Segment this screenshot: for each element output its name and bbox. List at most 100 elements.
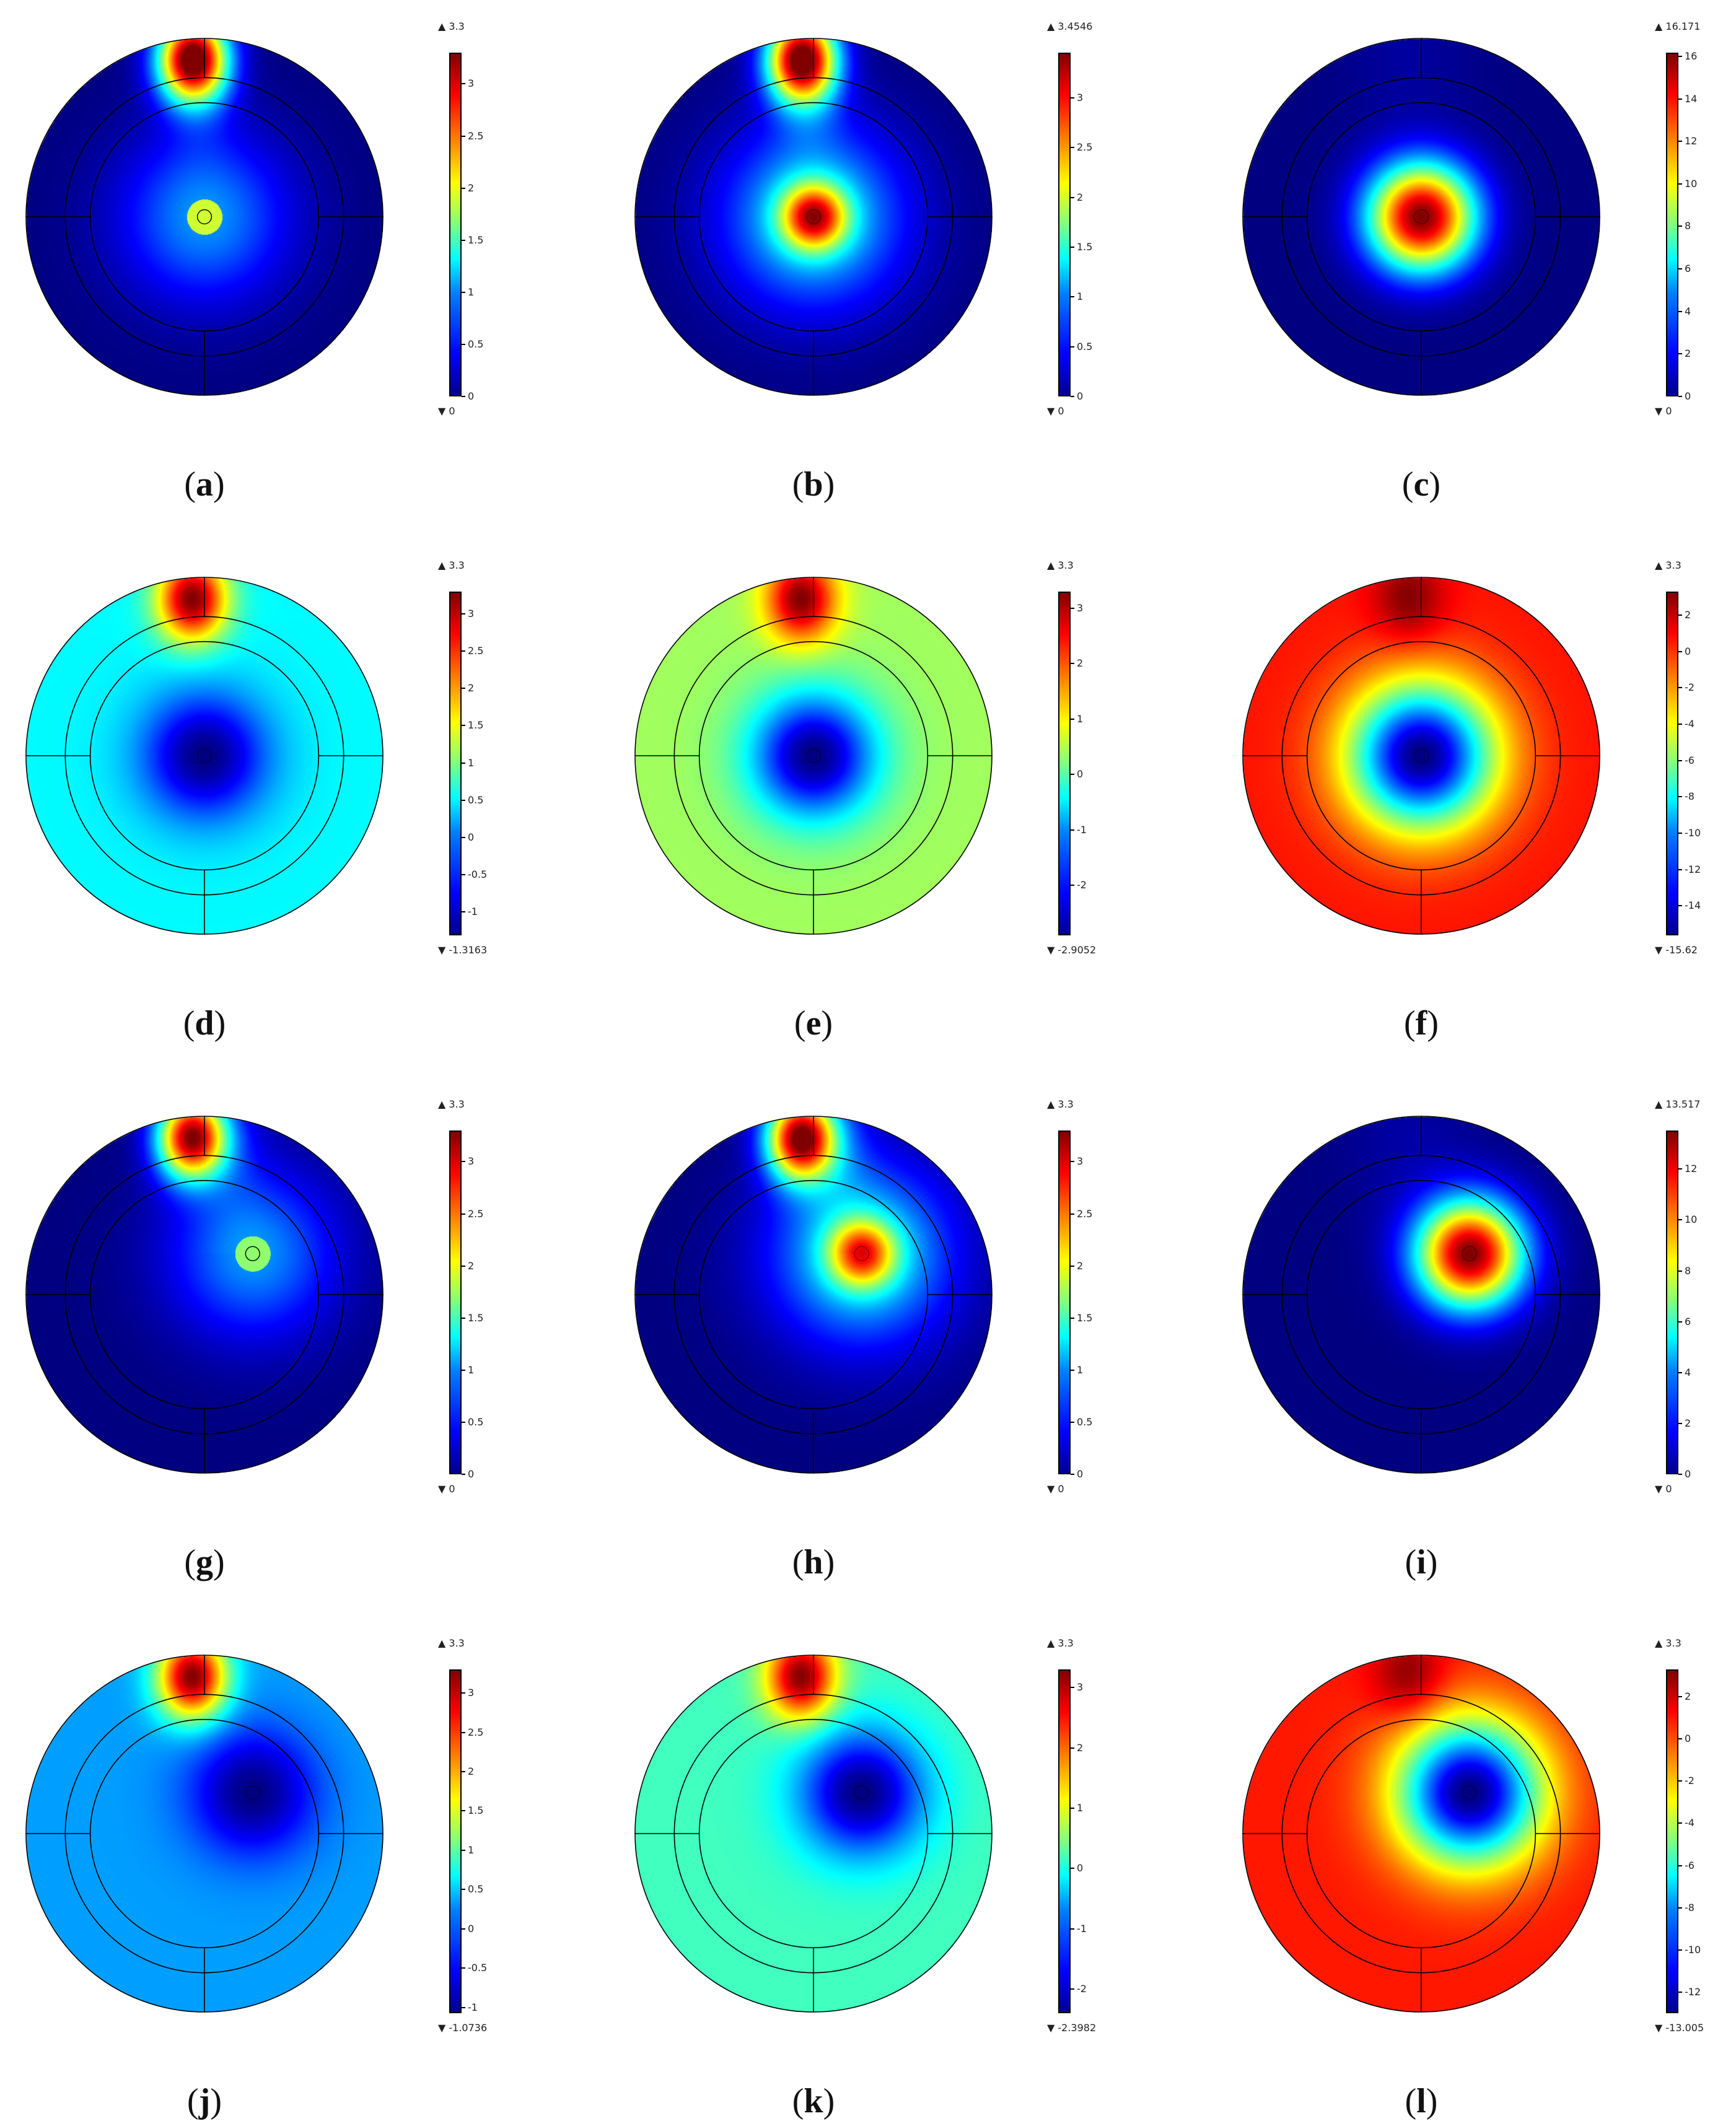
colorbar-tick-label: 1 [1077, 1802, 1083, 1814]
colorbar-tick-label: 2 [468, 182, 474, 194]
colorbar-tick-mark [1071, 1988, 1074, 1990]
colorbar-tick-mark [1678, 141, 1682, 142]
source-inclusion [1462, 1246, 1476, 1261]
colorbar-min-k: ▼ -2.3982 [1047, 2022, 1096, 2034]
colorbar-tick-label: -6 [1685, 754, 1694, 766]
colorbar-tick-mark [1071, 1370, 1074, 1371]
colorbar-tick-mark [462, 1161, 465, 1162]
panel-caption-d: (d) [142, 1004, 266, 1043]
colorbar-tick-mark [1678, 311, 1682, 312]
colorbar-tick-mark [1678, 396, 1682, 397]
colorbar-tick-mark [462, 1732, 465, 1733]
colorbar-tick-label: 0.5 [468, 1883, 483, 1895]
colorbar-tick-mark [1071, 1161, 1074, 1162]
middle-ring [1282, 1155, 1560, 1433]
colorbar-tick-label: 1.5 [468, 234, 483, 246]
source-inclusion [245, 1785, 260, 1800]
colorbar-min-e: ▼ -2.9052 [1047, 944, 1096, 956]
colorbar-tick-mark [1678, 1270, 1682, 1272]
middle-ring [65, 1155, 343, 1433]
colorbar-tick-label: -2 [1685, 681, 1694, 693]
colorbar-tick-mark [1678, 1949, 1682, 1951]
colorbar-max-j: ▲ 3.3 [438, 1637, 465, 1649]
colorbar-tick-label: -2 [1077, 879, 1087, 891]
colorbar-tick-label: 3 [1077, 1155, 1083, 1167]
colorbar-tick-mark [1678, 869, 1682, 870]
colorbar-tick-mark [462, 725, 465, 726]
colorbar-tick-label: 2 [1685, 1417, 1691, 1429]
inner-ring [90, 1181, 319, 1409]
colorbar-tick-mark [462, 1214, 465, 1215]
colorbar-tick-mark [1071, 296, 1074, 297]
colorbar-max-d: ▲ 3.3 [438, 559, 465, 571]
geometry-overlay-b [634, 37, 993, 396]
inner-ring [1307, 1181, 1536, 1409]
colorbar-j [449, 1669, 462, 2013]
colorbar-tick-label: -1 [1077, 824, 1087, 836]
middle-ring [674, 77, 952, 356]
colorbar-max-h: ▲ 3.3 [1047, 1098, 1074, 1110]
colorbar-tick-mark [462, 1474, 465, 1475]
colorbar-tick-label: 4 [1685, 1367, 1691, 1378]
panel-caption-l: (l) [1359, 2081, 1483, 2121]
colorbar-tick-label: 0 [468, 390, 474, 402]
colorbar-tick-label: 0 [1685, 1733, 1691, 1744]
colorbar-tick-mark [1071, 1214, 1074, 1215]
geometry-overlay-f [1242, 576, 1601, 935]
colorbar-tick-mark [462, 2007, 465, 2008]
colorbar-tick-mark [1071, 197, 1074, 198]
colorbar-tick-mark [1678, 1738, 1682, 1739]
colorbar-tick-label: -6 [1685, 1860, 1694, 1871]
colorbar-tick-mark [462, 240, 465, 241]
colorbar-tick-mark [1071, 1868, 1074, 1869]
colorbar-tick-label: 10 [1685, 1214, 1697, 1225]
colorbar-tick-label: 0 [1685, 1468, 1691, 1480]
colorbar-tick-label: 1.5 [468, 1804, 483, 1816]
colorbar-f [1666, 592, 1678, 935]
middle-ring [65, 1694, 343, 1972]
colorbar-tick-label: 1.5 [1077, 241, 1092, 253]
colorbar-tick-label: 0 [1685, 645, 1691, 657]
colorbar-tick-label: -14 [1685, 899, 1701, 911]
colorbar-tick-mark [1678, 268, 1682, 269]
geometry-overlay-c [1242, 37, 1601, 396]
colorbar-min-b: ▼ 0 [1047, 405, 1064, 417]
source-inclusion [198, 749, 212, 763]
colorbar-tick-mark [1678, 1168, 1682, 1170]
colorbar-tick-mark [1678, 796, 1682, 797]
colorbar-tick-label: -1 [468, 2001, 478, 2013]
colorbar-min-g: ▼ 0 [438, 1483, 455, 1495]
middle-ring [65, 616, 343, 894]
colorbar-tick-label: 0 [1077, 390, 1083, 402]
colorbar-tick-mark [1678, 724, 1682, 725]
colorbar-max-k: ▲ 3.3 [1047, 1637, 1074, 1649]
colorbar-tick-mark [1071, 663, 1074, 664]
colorbar-tick-mark [1678, 353, 1682, 354]
geometry-overlay-h [634, 1115, 993, 1474]
colorbar-tick-label: -4 [1685, 718, 1694, 730]
geometry-overlay-a [25, 37, 384, 396]
colorbar-tick-label: 1 [468, 1844, 474, 1856]
colorbar-tick-mark [462, 763, 465, 764]
inner-ring [1307, 103, 1536, 331]
colorbar-tick-label: 0 [468, 1468, 474, 1480]
inner-ring [90, 642, 319, 870]
colorbar-tick-mark [462, 1266, 465, 1267]
geometry-overlay-l [1242, 1654, 1601, 2013]
colorbar-max-e: ▲ 3.3 [1047, 559, 1074, 571]
colorbar-tick-mark [1071, 346, 1074, 348]
panel-caption-k: (k) [752, 2081, 875, 2121]
colorbar-tick-mark [1071, 396, 1074, 397]
colorbar-tick-label: 1 [468, 1364, 474, 1376]
colorbar-min-l: ▼ -13.005 [1655, 2022, 1704, 2034]
colorbar-tick-label: 12 [1685, 1163, 1697, 1174]
colorbar-tick-label: 0 [468, 1923, 474, 1935]
source-inclusion [198, 210, 212, 224]
colorbar-tick-mark [1071, 1266, 1074, 1267]
source-inclusion [807, 749, 821, 763]
colorbar-tick-label: -2 [1077, 1983, 1087, 1995]
colorbar-tick-mark [462, 188, 465, 189]
colorbar-tick-label: 0 [1077, 1468, 1083, 1480]
colorbar-tick-mark [462, 1370, 465, 1371]
colorbar-tick-label: 2 [468, 682, 474, 694]
